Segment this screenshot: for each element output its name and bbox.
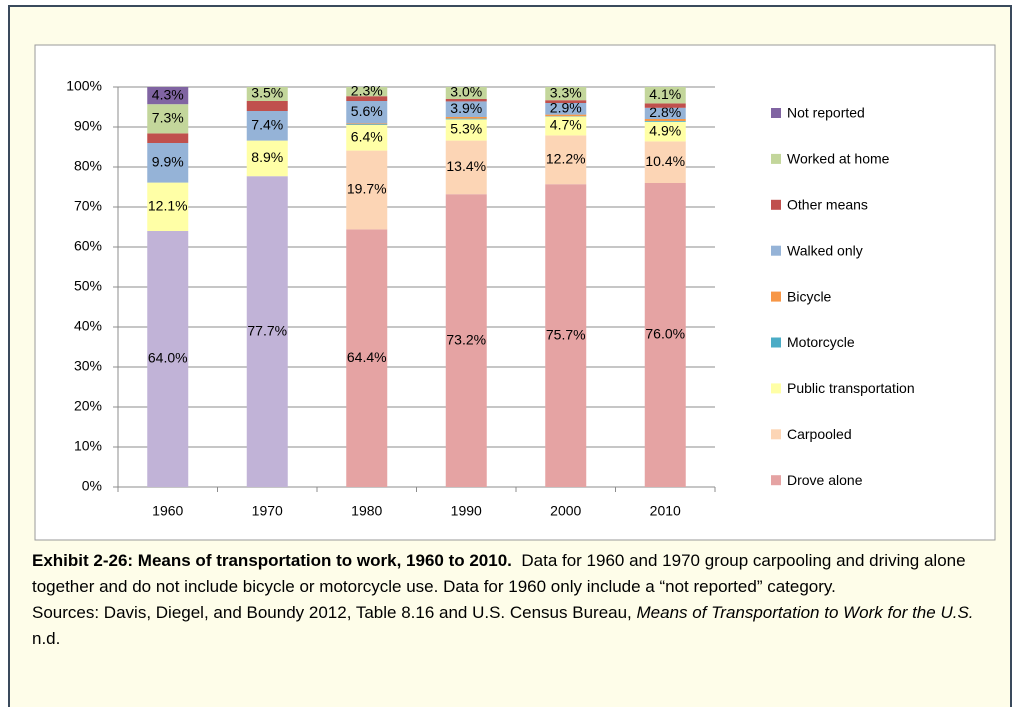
caption: Exhibit 2-26: Means of transportation to…	[32, 548, 992, 652]
data-label: 64.4%	[347, 349, 387, 365]
data-label: 76.0%	[645, 326, 685, 342]
bar-segment	[346, 123, 387, 124]
data-label: 19.7%	[347, 181, 387, 197]
bar-segment	[147, 133, 188, 143]
data-label: 3.9%	[450, 100, 482, 116]
legend-label: Drove alone	[787, 472, 863, 488]
data-label: 6.4%	[351, 129, 383, 145]
legend-label: Motorcycle	[787, 334, 855, 350]
data-label: 64.0%	[148, 350, 188, 366]
y-tick-label: 10%	[74, 438, 102, 454]
legend-swatch	[771, 246, 781, 256]
caption-sources-end: n.d.	[32, 629, 60, 648]
bar-segment	[645, 121, 686, 122]
legend-label: Not reported	[787, 105, 865, 121]
data-label: 5.3%	[450, 121, 482, 137]
legend-swatch	[771, 429, 781, 439]
data-label: 3.3%	[550, 84, 582, 100]
data-label: 12.1%	[148, 198, 188, 214]
y-tick-label: 60%	[74, 238, 102, 254]
y-tick-label: 100%	[66, 78, 102, 94]
data-label: 7.4%	[251, 117, 283, 133]
data-label: 7.3%	[152, 110, 184, 126]
legend-swatch	[771, 154, 781, 164]
x-tick-label: 1960	[152, 503, 183, 519]
y-tick-label: 40%	[74, 318, 102, 334]
caption-title: Exhibit 2-26: Means of transportation to…	[32, 551, 512, 570]
legend-label: Carpooled	[787, 426, 852, 442]
data-label: 4.1%	[649, 86, 681, 102]
y-tick-label: 30%	[74, 358, 102, 374]
x-tick-label: 2000	[550, 503, 581, 519]
data-label: 4.3%	[152, 86, 184, 102]
legend-swatch	[771, 475, 781, 485]
data-label: 8.9%	[251, 149, 283, 165]
y-tick-label: 50%	[74, 278, 102, 294]
data-label: 73.2%	[446, 331, 486, 347]
data-label: 10.4%	[645, 153, 685, 169]
caption-sources: Sources: Davis, Diegel, and Boundy 2012,…	[32, 603, 632, 622]
data-label: 4.9%	[649, 122, 681, 138]
y-tick-label: 90%	[74, 118, 102, 134]
legend-label: Worked at home	[787, 151, 890, 167]
data-label: 77.7%	[247, 322, 287, 338]
bar-segment	[446, 119, 487, 120]
y-tick-label: 70%	[74, 198, 102, 214]
bar-segment	[645, 103, 686, 107]
data-label: 4.7%	[550, 117, 582, 133]
legend-swatch	[771, 338, 781, 348]
y-tick-label: 20%	[74, 398, 102, 414]
x-tick-label: 1990	[451, 503, 482, 519]
data-label: 5.6%	[351, 103, 383, 119]
bar-segment	[446, 117, 487, 119]
legend-swatch	[771, 383, 781, 393]
legend-swatch	[771, 292, 781, 302]
bar-segment	[247, 101, 288, 111]
data-label: 12.2%	[546, 151, 586, 167]
y-tick-label: 0%	[82, 478, 102, 494]
legend-swatch	[771, 108, 781, 118]
legend-label: Public transportation	[787, 380, 915, 396]
data-label: 3.0%	[450, 84, 482, 100]
bar-segment	[346, 124, 387, 125]
data-label: 9.9%	[152, 154, 184, 170]
bar-segment	[545, 100, 586, 103]
data-label: 13.4%	[446, 158, 486, 174]
x-tick-label: 2010	[650, 503, 681, 519]
legend-label: Other means	[787, 197, 868, 213]
legend-label: Bicycle	[787, 288, 832, 304]
chart: 0% 10% 20% 30% 40% 50% 60% 70% 80% 90% 100% 1960 64.…	[0, 0, 1013, 545]
data-label: 75.7%	[546, 326, 586, 342]
y-tick-label: 80%	[74, 158, 102, 174]
legend-label: Walked only	[787, 242, 863, 258]
data-label: 3.5%	[251, 85, 283, 101]
x-tick-label: 1980	[351, 503, 382, 519]
legend-swatch	[771, 200, 781, 210]
caption-sources-title: Means of Transportation to Work for the …	[637, 603, 974, 622]
x-tick-label: 1970	[252, 503, 283, 519]
data-label: 2.3%	[351, 82, 383, 98]
